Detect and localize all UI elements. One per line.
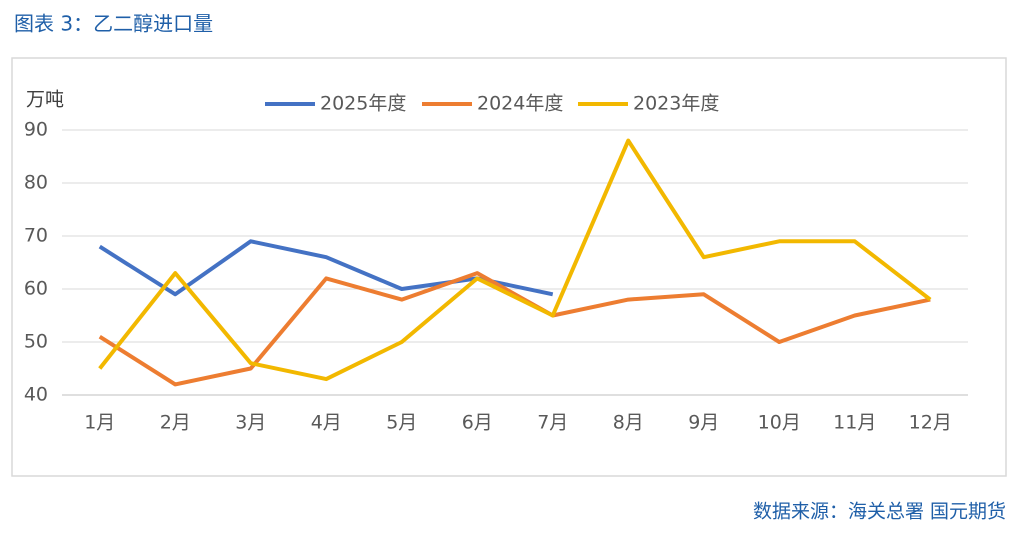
x-tick-label: 12月 [909, 412, 952, 434]
x-tick-label: 2月 [160, 412, 191, 434]
x-tick-label: 6月 [462, 412, 493, 434]
legend-label: 2024年度 [477, 93, 563, 115]
x-tick-label: 7月 [537, 412, 568, 434]
legend-label: 2025年度 [320, 93, 406, 115]
y-tick-label: 90 [24, 119, 48, 141]
x-tick-label: 10月 [758, 412, 801, 434]
x-tick-label: 11月 [833, 412, 876, 434]
chart-frame [11, 57, 1007, 477]
source-note: 数据来源：海关总署 国元期货 [753, 501, 1006, 523]
y-tick-label: 50 [24, 331, 48, 353]
series-line [98, 271, 931, 387]
y-tick-label: 40 [24, 384, 48, 406]
x-tick-label: 4月 [311, 412, 342, 434]
y-tick-label: 60 [24, 278, 48, 300]
series-line [98, 138, 932, 382]
y-tick-label: 80 [24, 172, 48, 194]
x-tick-label: 8月 [613, 412, 644, 434]
y-tick-label: 70 [24, 225, 48, 247]
x-tick-label: 3月 [235, 412, 266, 434]
x-tick-label: 5月 [386, 412, 417, 434]
x-tick-label: 9月 [688, 412, 719, 434]
legend-label: 2023年度 [633, 93, 719, 115]
x-tick-label: 1月 [84, 412, 115, 434]
y-axis-label: 万吨 [26, 89, 64, 111]
chart-title: 图表 3：乙二醇进口量 [14, 12, 213, 36]
